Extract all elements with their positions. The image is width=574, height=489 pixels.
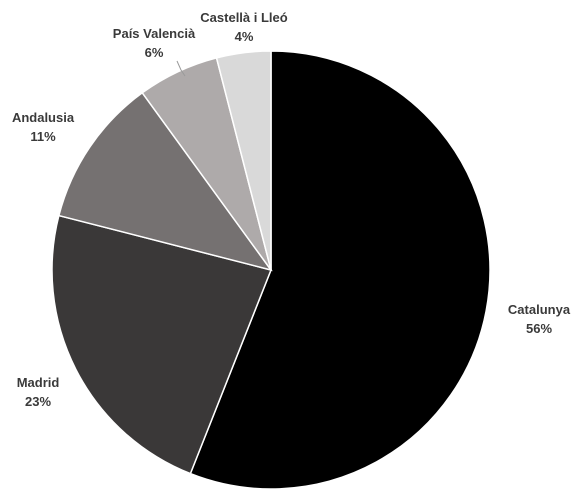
slice-value-label: 6% [145, 45, 164, 60]
pie-slice-castella-i-lleo [215, 50, 272, 271]
slice-labels: Catalunya 56% Madrid 23% Andalusia 11% P… [12, 10, 571, 409]
slice-name-label: País Valencià [113, 26, 196, 41]
pie-slice-andalusia [57, 91, 273, 272]
pie-slice-catalunya [189, 50, 491, 489]
leader-lines [176, 60, 186, 77]
slice-name-label: Madrid [17, 375, 60, 390]
slice-name-label: Andalusia [12, 110, 75, 125]
slice-value-label: 56% [526, 321, 552, 336]
slice-value-label: 4% [235, 29, 254, 44]
pie-slice-madrid [51, 214, 273, 475]
slice-value-label: 23% [25, 394, 51, 409]
slice-value-label: 11% [30, 129, 56, 144]
slice-name-label: Castellà i Lleó [200, 10, 287, 25]
pie-slices [51, 50, 491, 489]
leader-line-pais-valencia [176, 60, 186, 77]
slice-name-label: Catalunya [508, 302, 571, 317]
